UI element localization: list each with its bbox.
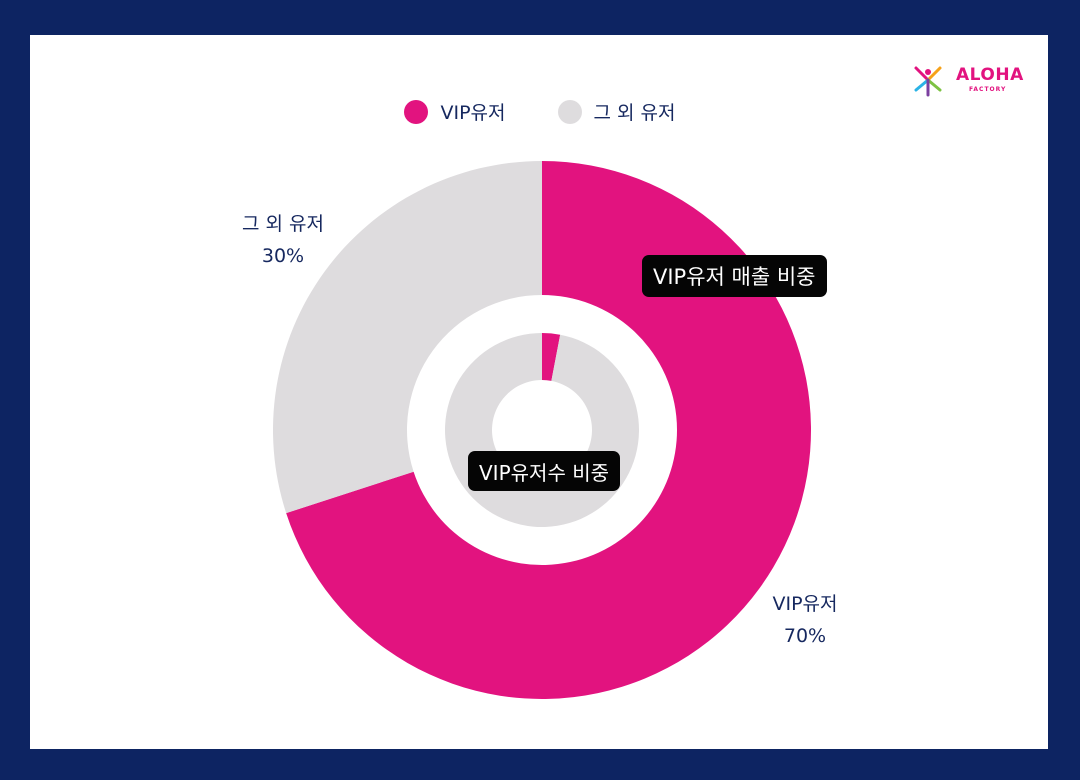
legend-label-vip: VIP유저 [440, 102, 506, 124]
legend-label-other: 그 외 유저 [593, 102, 676, 124]
slice-label-other-value: 30% [261, 245, 305, 267]
legend-swatch-vip [404, 99, 429, 124]
logo-wordmark: ALOHA [956, 65, 1024, 85]
inner-ring-title: VIP유저수 비중 [468, 451, 620, 491]
slice-label-other-name: 그 외 유저 [242, 213, 324, 235]
slice-label-vip-value: 70% [783, 625, 827, 647]
legend-item-other: 그 외 유저 [557, 98, 676, 125]
legend-swatch-other [557, 99, 582, 124]
slice-label-vip: VIP유저 70% [745, 588, 865, 652]
outer-ring-title: VIP유저 매출 비중 [642, 255, 827, 297]
logo-burst-icon [914, 66, 942, 97]
legend-item-vip: VIP유저 [404, 98, 506, 125]
legend: VIP유저 그 외 유저 [0, 98, 1080, 125]
slice-label-other: 그 외 유저 30% [218, 208, 348, 272]
slice-label-vip-name: VIP유저 [772, 593, 838, 615]
logo-subtext: FACTORY [969, 86, 1007, 93]
outer-ring [273, 161, 812, 699]
inner-slice-other [444, 333, 639, 528]
outer-slice-other [273, 161, 542, 514]
aloha-factory-logo [914, 66, 942, 97]
inner-slice-vip [542, 333, 561, 381]
inner-ring [444, 333, 639, 528]
